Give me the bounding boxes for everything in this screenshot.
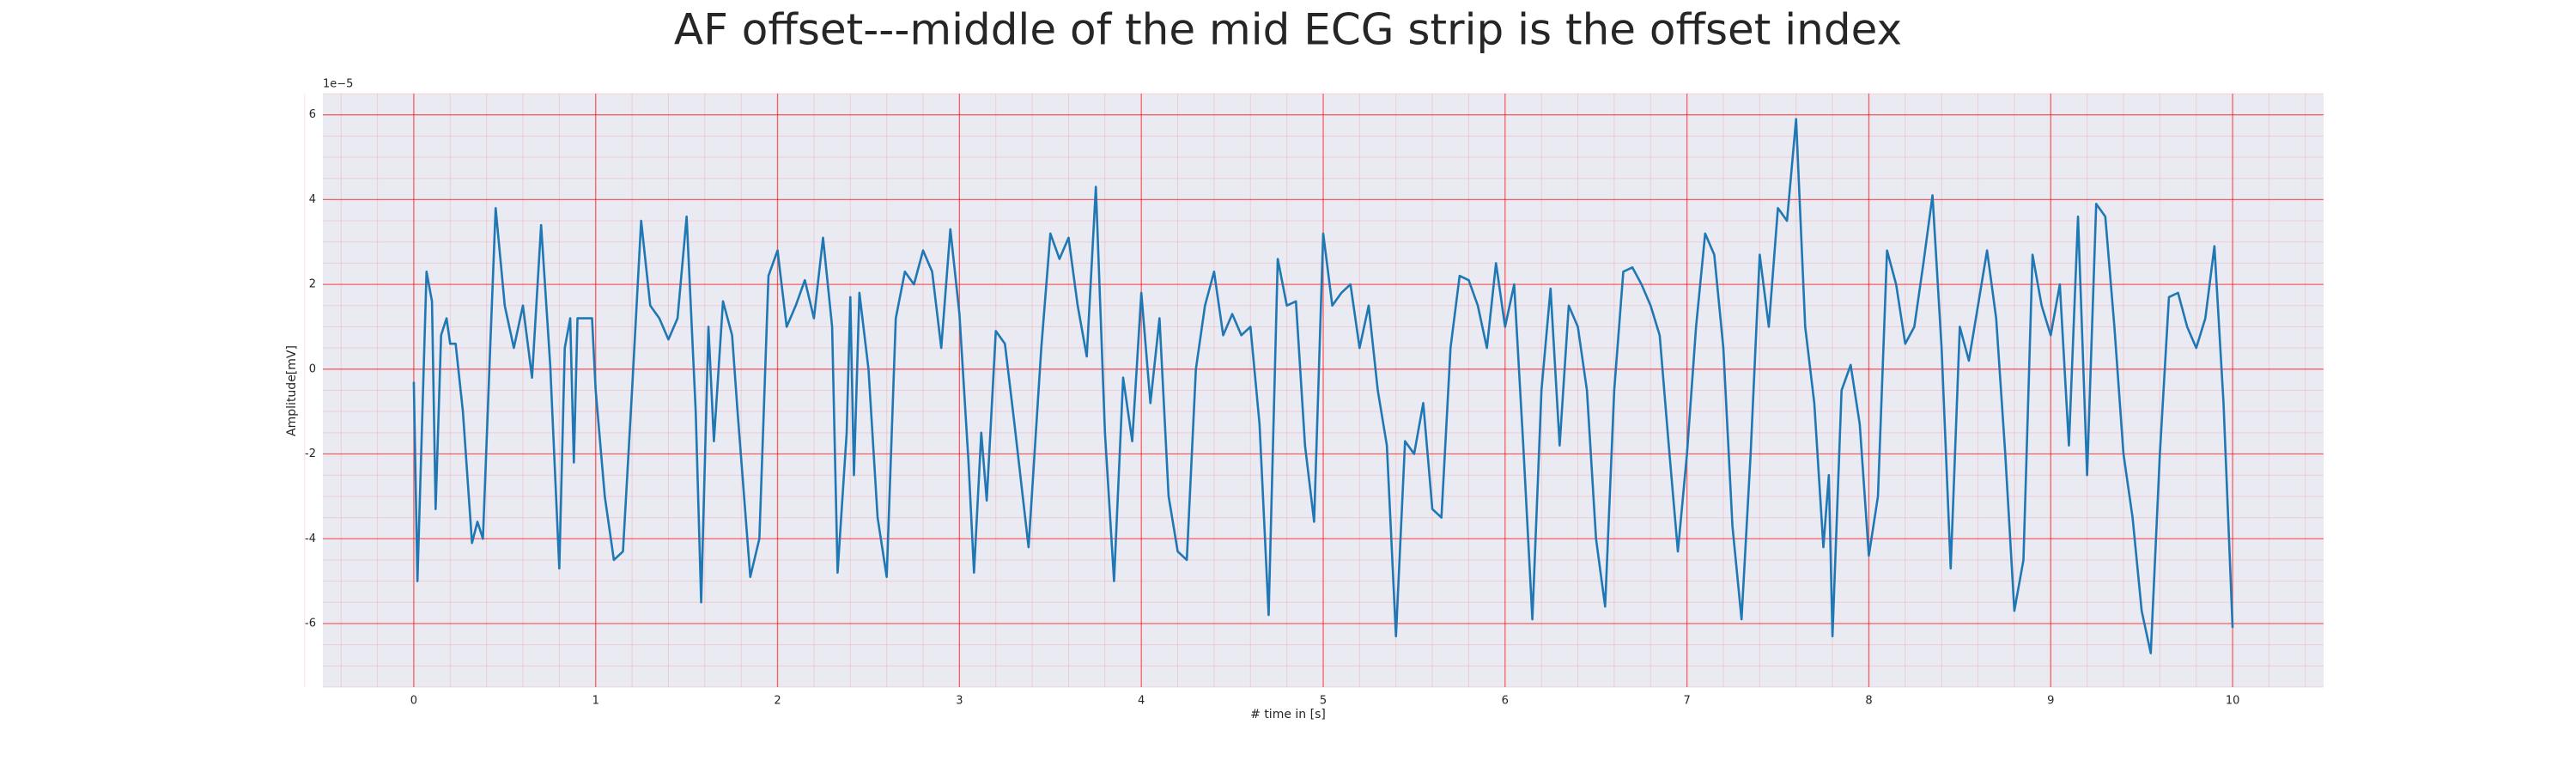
x-tick-label: 9 xyxy=(2047,695,2054,708)
x-tick-label: 4 xyxy=(1138,695,1145,708)
y-tick-label: 4 xyxy=(309,193,316,206)
y-tick-label: 0 xyxy=(309,362,316,375)
x-tick-label: 5 xyxy=(1320,695,1327,708)
x-tick-label: 7 xyxy=(1683,695,1690,708)
y-tick-label: 2 xyxy=(309,278,316,291)
x-tick-label: 6 xyxy=(1502,695,1509,708)
y-tick-label: 6 xyxy=(309,108,316,121)
y-tick-label: -4 xyxy=(305,533,316,545)
chart-title: AF offset---middle of the mid ECG strip … xyxy=(674,5,1902,55)
x-tick-label: 8 xyxy=(1865,695,1872,708)
y-axis-label: Amplitude[mV] xyxy=(285,345,299,436)
data-line xyxy=(412,118,2234,654)
x-tick-label: 2 xyxy=(774,695,781,708)
y-tick-label: -6 xyxy=(305,617,316,630)
x-axis-label: # time in [s] xyxy=(1250,708,1326,721)
offset-text: 1e−5 xyxy=(323,78,353,91)
x-tick-label: 0 xyxy=(410,695,417,708)
y-tick-label: -2 xyxy=(305,447,316,460)
x-tick-label: 3 xyxy=(956,695,963,708)
x-tick-label: 10 xyxy=(2226,695,2240,708)
x-tick-label: 1 xyxy=(592,695,599,708)
